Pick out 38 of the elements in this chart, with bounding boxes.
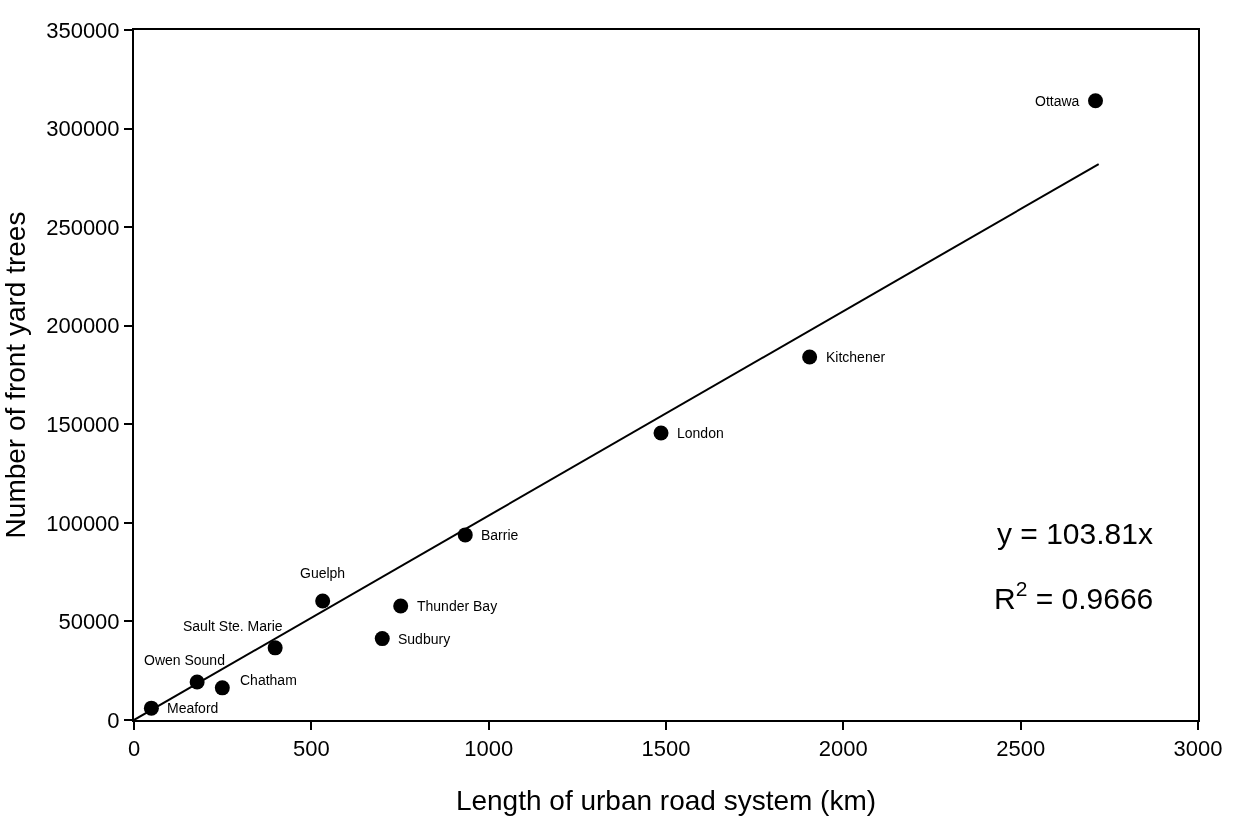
point bbox=[267, 640, 283, 656]
point bbox=[374, 631, 390, 647]
x-tick-label: 0 bbox=[127, 736, 141, 762]
annotation: Sault Ste. Marie bbox=[183, 618, 283, 634]
x-tick-label: 1500 bbox=[641, 736, 691, 762]
annotation: Owen Sound bbox=[144, 652, 225, 668]
point bbox=[653, 425, 669, 441]
point bbox=[1088, 93, 1103, 109]
annotation: Meaford bbox=[167, 700, 219, 716]
point bbox=[802, 349, 818, 365]
annotation: Guelph bbox=[300, 565, 346, 581]
x-tick-label: 2500 bbox=[996, 736, 1046, 762]
annotation: y = 103.81x bbox=[997, 517, 1153, 550]
x-tick-label: 3000 bbox=[1173, 736, 1223, 762]
annotation: Kitchener bbox=[826, 349, 886, 365]
y-tick-label: 100000 bbox=[46, 510, 120, 536]
x-tick-label: 1000 bbox=[464, 736, 514, 762]
annotation: R$^{2}$ = 0.9666 bbox=[994, 577, 1154, 615]
y-tick-label: 200000 bbox=[46, 313, 120, 339]
y-tick-label: 250000 bbox=[46, 214, 120, 240]
x-tick-label: 2000 bbox=[818, 736, 868, 762]
point bbox=[214, 680, 230, 696]
y-tick-label: 0 bbox=[107, 707, 120, 733]
y-tick-label: 50000 bbox=[58, 609, 120, 635]
y-tick-label: 150000 bbox=[46, 411, 120, 437]
x-tick-label: 500 bbox=[292, 736, 330, 762]
y-tick-label: 350000 bbox=[46, 17, 120, 43]
annotation: Thunder Bay bbox=[417, 598, 498, 614]
annotation: Chatham bbox=[240, 672, 297, 688]
point bbox=[393, 598, 409, 614]
annotation: London bbox=[677, 425, 724, 441]
x-axis-title: Length of urban road system (km) bbox=[455, 785, 877, 816]
y-tick-label: 300000 bbox=[46, 116, 120, 142]
annotation: Sudbury bbox=[398, 631, 451, 647]
annotation: Ottawa bbox=[1035, 93, 1080, 109]
y-axis-title: Number of front yard trees bbox=[0, 211, 31, 539]
annotation: Barrie bbox=[481, 527, 519, 543]
point bbox=[315, 593, 331, 609]
